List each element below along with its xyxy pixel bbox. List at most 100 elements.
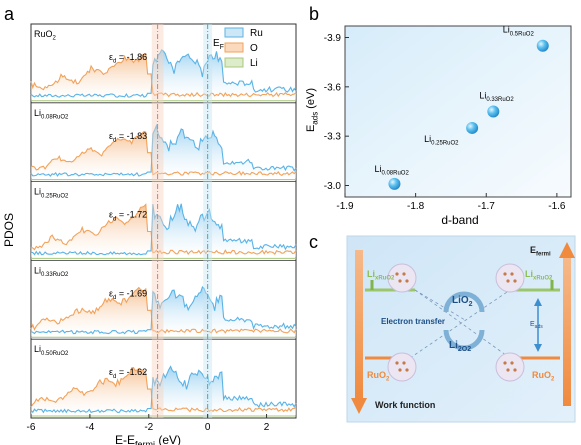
efermi-arrow-icon [559,242,575,258]
x-tick-label: -2 [144,422,153,433]
eads-arrowhead-icon [534,344,542,352]
o-line [30,286,297,334]
scatter-y-tick-label: -3.9 [324,33,342,44]
legend-swatch-o [224,42,244,53]
scatter-ylabel: Eads​ (eV) [305,88,319,132]
subplot-label: Li0.08RuO​2​ [34,108,69,121]
legend-label-ru: Ru [250,28,263,39]
ruo2-left-label: RuO2​ [367,370,390,383]
ru-area [31,366,296,415]
ed-label: εd​ = -1.72 [109,210,147,223]
ru-area [31,125,296,179]
ru-line [30,286,297,335]
connector-line [409,289,511,359]
work-function-label: Work function [375,400,435,410]
scatter-y-tick-label: -3.6 [324,82,342,93]
scatter-points: Li0.08RuO​2​ Li0.25RuO​2​ Li0.33RuO​2​ Li0.… [374,25,549,190]
legend-label-li: Li [250,58,258,69]
o-line [30,203,297,255]
schematic-background [346,235,576,423]
scatter-point [388,177,401,190]
crystal-icon [387,263,417,293]
o-line [30,130,297,177]
ru-line [30,365,297,414]
x-tick-label: 2 [264,422,270,433]
li2o2-label: Li2O​2​ [449,340,471,353]
ru-line [30,123,297,177]
efermi-label: Efermi​ [530,245,551,258]
ed-label: εd​ = -1.69 [109,288,147,301]
scatter-x-tick-label: -1.6 [548,201,566,212]
o-area [31,287,296,337]
electron-transfer-label: Electron transfer [381,317,445,326]
lio2-label: LiO2​ [452,295,473,308]
eads-label: Eads​ [530,321,543,330]
scatter-point-label: Li0.33RuO​2​ [479,91,514,104]
scatter-point-label: Li0.08RuO​2​ [374,164,409,177]
ru-line [30,49,297,98]
o-area [31,53,296,100]
scatter-y-tick-label: -3.0 [324,181,342,192]
lixruo2-left-label: LixRuO​2​ [367,269,395,282]
connector-line [414,289,511,359]
panel-b-label: b [309,4,319,24]
ru-area [31,287,296,337]
subplot-label: Li0.50RuO​2​ [34,344,69,357]
ed-label: εd​ = -1.62 [109,367,147,380]
pdos-ylabel: PDOS [2,213,16,247]
ru-line [30,203,297,256]
connector-line [414,289,466,321]
o-line [30,366,297,413]
scatter-point-label: Li0.25RuO​2​ [424,134,459,147]
cycle-arrow-top-icon [443,291,485,313]
o-area [31,367,296,415]
o-line [30,52,297,98]
scatter-y-tick-label: -3.3 [324,132,342,143]
scatter-frame [344,25,572,198]
schematic-panel: Efermi​ Work function LixRuO​2​ [346,235,576,423]
legend-swatch-ru [224,27,244,38]
scatter-point [466,121,479,134]
subplot-label: Li0.33RuO​2​ [34,265,69,278]
pdos-frame [30,23,297,419]
scatter-axes: -1.9 -1.8 -1.7 -1.6 -3.9 -3.6 -3.3 -3.0 [324,33,566,212]
x-tick-label: -4 [85,422,94,433]
scatter-point-label: Li0.5RuO​2​ [503,25,535,38]
ruo2-right-label: RuO2​ [532,370,555,383]
fermi-label: EF​ [213,38,224,51]
scatter-panel: -1.9 -1.8 -1.7 -1.6 -3.9 -3.6 -3.3 -3.0 Li0.08R… [324,25,572,212]
crystal-icon [387,352,417,382]
pdos-xlabel: E-Efermi​ (eV) [115,433,181,445]
x-tick-label: 0 [205,422,211,433]
subplot-label: RuO2​ [34,29,57,42]
ru-area [31,203,296,258]
scatter-x-tick-label: -1.9 [336,201,354,212]
lixruo2-right-label: LixRuO​2​ [525,269,553,282]
scatter-point [487,105,500,118]
ed-label: εd​ = -1.86 [109,52,147,65]
panel-a-label: a [4,4,15,24]
x-tick-label: -6 [27,422,36,433]
pdos-legend: Ru O Li [224,27,263,69]
ru-area [31,49,296,100]
subplot-label: Li0.25RuO​2​ [34,187,69,200]
scatter-x-tick-label: -1.7 [478,201,496,212]
o-area [31,204,296,258]
legend-swatch-li [224,57,244,68]
o-area [31,131,296,179]
panel-c-label: c [309,232,318,252]
scatter-xlabel: d-band [441,213,478,227]
pdos-panel: RuO2​ εd​ = -1.86 Li0.08RuO​2​ εd​ = -1.83 L… [27,23,297,433]
crystal-icon [495,263,525,293]
efermi-bar [563,256,571,406]
eads-arrowhead-icon [534,298,542,306]
work-function-bar [355,250,363,400]
atom-dots-icon [395,272,517,372]
scatter-point [536,39,549,52]
cycle-arrow-bottom-icon [443,329,485,351]
work-function-arrow-icon [351,398,367,414]
ed-label: εd​ = -1.83 [109,131,147,144]
legend-label-o: O [250,43,258,54]
scatter-x-tick-label: -1.8 [407,201,425,212]
